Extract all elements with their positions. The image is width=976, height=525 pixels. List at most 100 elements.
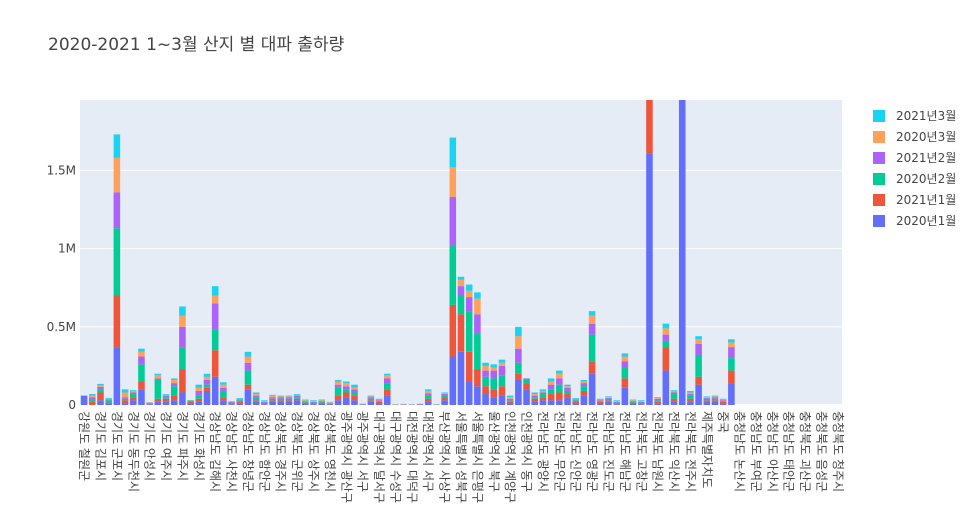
- bar-segment[interactable]: [97, 383, 104, 386]
- bar-segment[interactable]: [523, 389, 530, 405]
- bar-segment[interactable]: [334, 384, 342, 388]
- bar-segment[interactable]: [719, 401, 727, 404]
- bar-segment[interactable]: [187, 401, 194, 404]
- bar-segment[interactable]: [637, 401, 645, 402]
- bar-segment[interactable]: [687, 394, 694, 396]
- bar-segment[interactable]: [105, 399, 112, 401]
- bar-segment[interactable]: [621, 387, 629, 405]
- bar-segment[interactable]: [515, 373, 522, 380]
- bar-segment[interactable]: [138, 348, 145, 352]
- bar-segment[interactable]: [375, 398, 383, 400]
- bar-segment[interactable]: [310, 404, 317, 405]
- bar-segment[interactable]: [318, 403, 325, 405]
- bar-segment[interactable]: [482, 370, 489, 377]
- bar-segment[interactable]: [703, 401, 711, 405]
- legend-item[interactable]: 2021년2월: [873, 151, 956, 165]
- bar-segment[interactable]: [654, 401, 661, 404]
- bar-segment[interactable]: [310, 401, 317, 402]
- bar-segment[interactable]: [285, 396, 293, 398]
- bar-segment[interactable]: [113, 192, 121, 229]
- bar-segment[interactable]: [687, 398, 694, 402]
- bar-segment[interactable]: [711, 401, 719, 405]
- bar-segment[interactable]: [236, 399, 244, 401]
- bar-segment[interactable]: [629, 400, 637, 402]
- bar-segment[interactable]: [383, 373, 391, 376]
- bar-segment[interactable]: [187, 403, 194, 405]
- bar-segment[interactable]: [449, 196, 457, 246]
- bar-segment[interactable]: [441, 400, 448, 405]
- bar-segment[interactable]: [728, 370, 735, 384]
- bar-segment[interactable]: [269, 400, 276, 402]
- bar-segment[interactable]: [334, 379, 342, 382]
- bar-segment[interactable]: [711, 397, 719, 399]
- bar-segment[interactable]: [654, 398, 661, 401]
- bar-segment[interactable]: [277, 398, 285, 401]
- bar-segment[interactable]: [605, 396, 612, 398]
- bar-segment[interactable]: [285, 397, 293, 399]
- bar-segment[interactable]: [531, 398, 539, 402]
- bar-segment[interactable]: [154, 398, 162, 402]
- bar-segment[interactable]: [547, 381, 555, 385]
- bar-segment[interactable]: [474, 333, 481, 370]
- bar-segment[interactable]: [580, 390, 588, 396]
- bar-segment[interactable]: [97, 385, 104, 388]
- bar-segment[interactable]: [162, 394, 170, 395]
- bar-segment[interactable]: [170, 395, 178, 401]
- bar-segment[interactable]: [375, 399, 383, 401]
- bar-segment[interactable]: [556, 384, 563, 393]
- bar-segment[interactable]: [637, 404, 645, 405]
- bar-segment[interactable]: [97, 389, 104, 393]
- bar-segment[interactable]: [220, 400, 227, 405]
- bar-segment[interactable]: [424, 393, 432, 396]
- bar-segment[interactable]: [547, 389, 555, 395]
- bar-segment[interactable]: [490, 397, 498, 405]
- bar-segment[interactable]: [367, 400, 375, 402]
- bar-segment[interactable]: [728, 339, 735, 343]
- bar-segment[interactable]: [334, 395, 342, 401]
- bar-segment[interactable]: [588, 315, 596, 324]
- bar-segment[interactable]: [138, 389, 145, 405]
- bar-segment[interactable]: [261, 402, 268, 404]
- bar-segment[interactable]: [474, 386, 481, 405]
- bar-segment[interactable]: [220, 390, 227, 398]
- bar-segment[interactable]: [572, 401, 579, 404]
- bar-segment[interactable]: [375, 401, 383, 404]
- bar-segment[interactable]: [687, 401, 694, 405]
- bar-segment[interactable]: [261, 401, 268, 402]
- bar-segment[interactable]: [719, 401, 727, 402]
- bar-segment[interactable]: [113, 295, 121, 348]
- bar-segment[interactable]: [424, 389, 432, 391]
- bar-segment[interactable]: [465, 311, 473, 352]
- bar-segment[interactable]: [146, 404, 153, 405]
- bar-segment[interactable]: [179, 392, 186, 405]
- bar-segment[interactable]: [588, 334, 596, 362]
- bar-segment[interactable]: [728, 358, 735, 371]
- legend[interactable]: 2021년3월 2020년3월 2021년2월 2020년2월 2021년1월 2020년…: [873, 109, 956, 228]
- bar-segment[interactable]: [228, 403, 235, 405]
- legend-item[interactable]: 2020년2월: [873, 172, 956, 186]
- bar-segment[interactable]: [302, 403, 309, 405]
- bar-segment[interactable]: [703, 396, 711, 398]
- bar-segment[interactable]: [310, 401, 317, 403]
- bar-segment[interactable]: [162, 395, 170, 398]
- bar-segment[interactable]: [613, 403, 620, 405]
- bar-segment[interactable]: [588, 361, 596, 374]
- bar-segment[interactable]: [465, 297, 473, 312]
- bar-segment[interactable]: [670, 392, 678, 395]
- bar-segment[interactable]: [646, 91, 653, 154]
- bar-segment[interactable]: [228, 402, 235, 404]
- bar-segment[interactable]: [695, 354, 702, 377]
- bar-segment[interactable]: [613, 401, 620, 403]
- bar-segment[interactable]: [498, 395, 506, 405]
- bar-segment[interactable]: [113, 347, 121, 405]
- bar-segment[interactable]: [482, 386, 489, 395]
- bar-segment[interactable]: [105, 403, 112, 405]
- bar-segment[interactable]: [605, 397, 612, 399]
- bar-segment[interactable]: [474, 314, 481, 334]
- bar-segment[interactable]: [474, 292, 481, 299]
- bar-segment[interactable]: [506, 400, 514, 402]
- bar-segment[interactable]: [105, 397, 112, 399]
- bar-segment[interactable]: [572, 397, 579, 399]
- bar-segment[interactable]: [605, 401, 612, 405]
- bar-segment[interactable]: [285, 401, 293, 405]
